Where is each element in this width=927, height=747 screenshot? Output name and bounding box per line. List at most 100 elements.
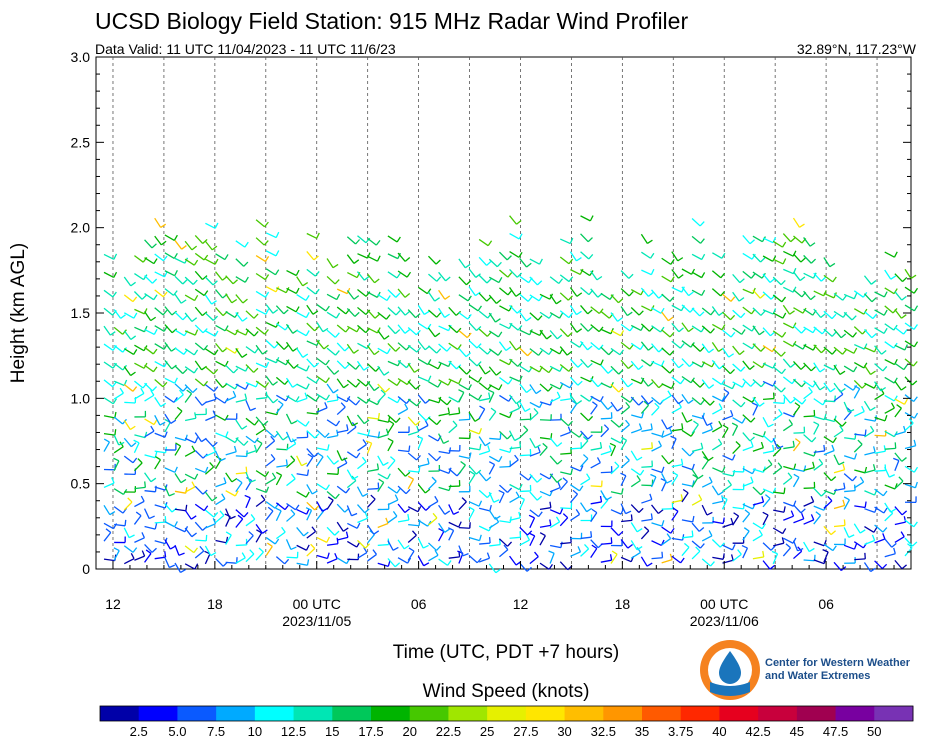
wind-barb-flag: [447, 379, 452, 386]
wind-barb: [630, 540, 638, 551]
wind-barb: [651, 360, 662, 367]
wind-barb: [377, 329, 385, 340]
wind-barb-flag: [153, 294, 158, 301]
wind-barb: [113, 309, 122, 319]
wind-barb-flag: [717, 491, 724, 496]
wind-barb: [235, 419, 243, 430]
wind-barb: [256, 397, 268, 400]
wind-barb-flag: [434, 495, 439, 502]
wind-barb-flag: [831, 349, 837, 355]
wind-barb: [184, 294, 195, 302]
wind-barb: [651, 379, 660, 389]
wind-barb: [144, 311, 152, 321]
wind-barb-flag: [829, 387, 836, 393]
wind-barb: [438, 307, 446, 318]
wind-barb-flag: [406, 271, 412, 278]
wind-barb: [134, 537, 145, 543]
wind-barb: [488, 330, 499, 338]
wind-barb: [265, 304, 274, 314]
wind-barb-flag: [525, 316, 532, 322]
wind-barb-flag: [778, 408, 783, 415]
wind-barb: [448, 556, 460, 559]
wind-barb: [630, 504, 640, 513]
wind-barb-flag: [750, 273, 756, 279]
wind-barb-flag: [576, 400, 583, 405]
wind-barb: [681, 322, 689, 332]
wind-barb-flag: [182, 315, 188, 321]
wind-barb-flag: [291, 420, 298, 425]
wind-barb-flag: [570, 468, 573, 475]
wind-barb: [164, 377, 175, 384]
wind-barb: [519, 365, 530, 373]
wind-barb: [853, 443, 863, 453]
wind-barb-flag: [770, 545, 776, 551]
wind-barb-flag: [169, 545, 176, 550]
wind-barb-flag: [698, 527, 705, 532]
wind-barb-flag: [376, 463, 380, 470]
wind-barb-flag: [260, 494, 266, 501]
wind-barb: [377, 393, 386, 403]
wind-barb-flag: [913, 341, 919, 348]
wind-barb: [275, 323, 286, 331]
wind-barb: [296, 365, 307, 372]
wind-barb: [620, 270, 630, 279]
colorbar-swatch: [680, 706, 720, 721]
wind-barb: [620, 341, 631, 350]
wind-barb: [357, 461, 367, 470]
wind-barb-flag: [576, 310, 582, 316]
wind-barb-flag: [376, 327, 381, 334]
wind-barb: [833, 524, 846, 528]
wind-barb-flag: [447, 407, 451, 414]
wind-barb: [772, 330, 783, 338]
wind-barb: [367, 434, 379, 439]
wind-barb: [174, 394, 184, 403]
wind-barb-flag: [699, 346, 705, 352]
y-tick-label: 0.5: [71, 476, 91, 492]
wind-barb-flag: [902, 276, 908, 283]
wind-barb: [337, 536, 349, 541]
wind-barb-flag: [841, 421, 847, 427]
wind-barb-flag: [237, 514, 244, 520]
wind-barb-flag: [818, 458, 824, 465]
wind-barb: [134, 362, 145, 369]
wind-barb-flag: [264, 256, 270, 262]
wind-barb: [752, 534, 763, 542]
wind-barb-flag: [456, 327, 462, 334]
wind-barb: [559, 346, 568, 356]
wind-barb: [640, 287, 649, 297]
wind-barb: [894, 362, 905, 371]
wind-barb: [235, 472, 247, 475]
wind-barb-flag: [507, 272, 513, 278]
wind-barb: [144, 394, 155, 402]
wind-barb-flag: [810, 258, 817, 264]
wind-barb-flag: [758, 529, 763, 536]
wind-barb: [904, 422, 914, 432]
wind-barb-flag: [718, 403, 723, 410]
wind-barb: [225, 472, 233, 483]
wind-barb: [631, 414, 643, 419]
wind-barb: [428, 416, 438, 426]
wind-barb: [194, 252, 205, 261]
wind-barb: [651, 540, 662, 546]
wind-barb: [337, 429, 349, 434]
wind-barb: [509, 555, 517, 566]
wind-barb-flag: [333, 369, 340, 375]
wind-barb: [843, 365, 854, 373]
wind-barb-flag: [568, 276, 574, 282]
wind-barb: [620, 395, 631, 403]
wind-barb: [417, 412, 427, 422]
wind-barb: [630, 396, 640, 406]
wind-barb-flag: [556, 459, 563, 465]
wind-barb: [884, 502, 892, 513]
wind-barb: [367, 381, 375, 391]
wind-barb-flag: [335, 312, 341, 319]
wind-barb: [691, 271, 702, 279]
wind-barb: [235, 258, 245, 267]
wind-barb: [194, 485, 204, 495]
wind-barb: [245, 535, 254, 545]
wind-barb-flag: [234, 329, 239, 336]
wind-barb-flag: [700, 399, 705, 406]
wind-barb-flag: [133, 439, 140, 444]
wind-barb: [387, 235, 398, 243]
wind-barb: [316, 322, 324, 333]
